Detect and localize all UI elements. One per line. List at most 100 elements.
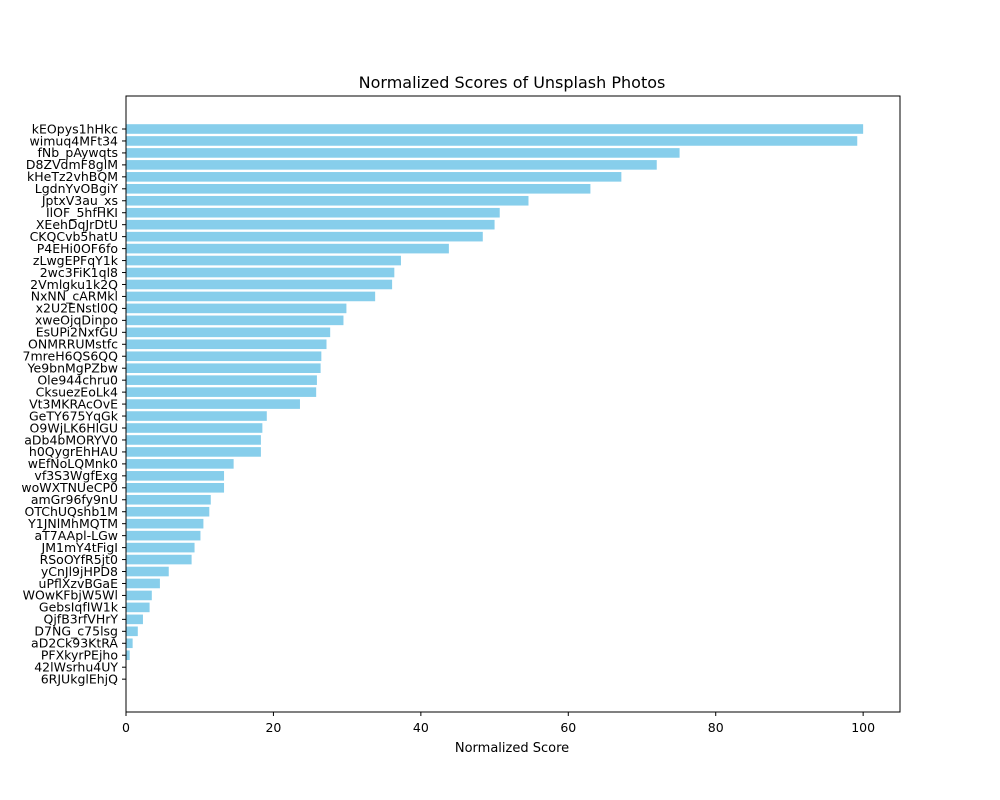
bar-Y1JNlMhMQTM <box>126 518 204 529</box>
y-tick-label: IlOF_5hfHKI <box>46 205 118 220</box>
bar-kEOpys1hHkc <box>126 124 864 134</box>
bar-Ye9bnMgPZbw <box>126 363 321 373</box>
bar-aDb4bMORYV0 <box>126 435 261 445</box>
y-tick-label: NxNN_cARMkl <box>31 289 118 304</box>
y-tick-label: QjfB3rfVHrY <box>43 612 118 627</box>
y-tick-label: O9WjLK6HlGU <box>30 420 118 435</box>
bar-vf3S3WgfExg <box>126 471 225 481</box>
bar-CKQCvb5hatU <box>126 231 483 242</box>
y-tick-label: Vt3MKRAcOvE <box>29 396 118 411</box>
x-tick-label: 20 <box>265 720 281 735</box>
y-tick-label: XEehDqJrDtU <box>36 217 118 232</box>
y-tick-label: 2Vmlgku1k2Q <box>30 277 118 292</box>
bar-xweOjqDinpo <box>126 315 344 326</box>
y-tick-label: uPflXzvBGaE <box>39 576 119 591</box>
bar-JptxV3au_xs <box>126 195 529 206</box>
bars-layer <box>126 124 864 661</box>
y-tick-label: EsUPi2NxfGU <box>36 325 118 340</box>
x-axis-ticks: 0 20 40 60 80 100 <box>122 712 875 735</box>
y-tick-label: wimuq4MFt34 <box>30 133 119 148</box>
bar-x2U2ENstl0Q <box>126 303 347 314</box>
y-tick-label: h0QygrEhHAU <box>29 444 118 459</box>
bar-amGr96fy9nU <box>126 494 211 505</box>
x-tick-label: 80 <box>708 720 724 735</box>
y-tick-label: D8ZVdmF8glM <box>26 157 118 172</box>
y-tick-label: Y1JNlMhMQTM <box>27 516 118 531</box>
bar-D7NG_c75lsg <box>126 626 138 637</box>
y-tick-label: Ole944chru0 <box>37 372 118 387</box>
bar-wEfNoLQMnk0 <box>126 459 234 469</box>
y-tick-label: aT7AApl-LGw <box>35 528 119 543</box>
bar-D8ZVdmF8glM <box>126 160 657 170</box>
y-tick-label: zLwgEPFqY1k <box>33 253 119 268</box>
y-axis-ticks: kEOpys1hHkcwimuq4MFt34fNb_pAywqtsD8ZVdmF… <box>21 121 126 686</box>
bar-h0QygrEhHAU <box>126 447 261 457</box>
bar-aT7AApl-LGw <box>126 530 201 541</box>
y-tick-label: CKQCvb5hatU <box>30 229 118 244</box>
chart-title: Normalized Scores of Unsplash Photos <box>359 73 666 92</box>
x-tick-label: 40 <box>413 720 429 735</box>
bar-GeTY675YqGk <box>126 411 267 421</box>
bar-zLwgEPFqY1k <box>126 255 401 266</box>
y-tick-label: 42lWsrhu4UY <box>34 660 118 675</box>
y-tick-label: WOwKFbjW5Wl <box>23 588 118 603</box>
y-tick-label: CksuezEoLk4 <box>36 384 118 399</box>
bar-7mreH6QS6QQ <box>126 351 322 362</box>
bar-EsUPi2NxfGU <box>126 327 331 338</box>
plot-frame <box>125 95 901 713</box>
bar-NxNN_cARMkl <box>126 291 376 302</box>
y-tick-label: 2wc3FiK1ql8 <box>40 265 118 280</box>
y-tick-label: xweOjqDinpo <box>35 313 118 328</box>
x-tick-label: 60 <box>560 720 576 735</box>
bar-PFXkyrPEjho <box>126 650 130 661</box>
bar-kHeTz2vhBQM <box>126 172 622 182</box>
bar-yCnJl9jHPD8 <box>126 566 169 577</box>
y-tick-label: JM1mY4tFigI <box>41 540 118 555</box>
y-tick-label: ONMRRUMstfc <box>28 337 118 352</box>
y-tick-label: P4EHi0OF6fo <box>37 241 118 256</box>
x-tick-label: 0 <box>122 720 130 735</box>
bar-QjfB3rfVHrY <box>126 614 143 625</box>
bar-ONMRRUMstfc <box>126 339 327 350</box>
y-tick-label: Ye9bnMgPZbw <box>27 361 118 376</box>
y-tick-label: LgdnYvOBgiY <box>35 181 119 196</box>
bar-uPflXzvBGaE <box>126 578 160 589</box>
bar-CksuezEoLk4 <box>126 387 317 397</box>
bar-IlOF_5hfHKI <box>126 207 500 218</box>
y-tick-label: x2U2ENstl0Q <box>36 301 119 316</box>
y-tick-label: OTChUQshb1M <box>25 504 119 519</box>
bar-RSoOYfR5jt0 <box>126 554 192 565</box>
bar-O9WjLK6HlGU <box>126 423 263 433</box>
bar-OTChUQshb1M <box>126 506 210 517</box>
x-tick-label: 100 <box>851 720 875 735</box>
y-tick-label: GeTY675YqGk <box>29 408 119 423</box>
bar-woWXTNUeCP0 <box>126 483 225 493</box>
bar-2wc3FiK1ql8 <box>126 267 395 278</box>
bar-fNb_pAywqts <box>126 148 680 158</box>
y-tick-label: wEfNoLQMnk0 <box>28 456 118 471</box>
y-tick-label: yCnJl9jHPD8 <box>41 564 118 579</box>
y-tick-label: JptxV3au_xs <box>41 193 118 208</box>
bar-WOwKFbjW5Wl <box>126 590 152 601</box>
y-tick-label: kHeTz2vhBQM <box>27 169 118 184</box>
bar-JM1mY4tFigI <box>126 542 195 553</box>
bar-Vt3MKRAcOvE <box>126 399 300 409</box>
bar-XEehDqJrDtU <box>126 219 495 230</box>
y-tick-label: 7mreH6QS6QQ <box>23 349 119 364</box>
y-tick-label: kEOpys1hHkc <box>32 121 118 136</box>
y-tick-label: aD2Ck93KtRA <box>31 636 118 651</box>
y-tick-label: 6RJUkglEhjQ <box>41 671 118 686</box>
y-tick-label: D7NG_c75lsg <box>34 624 118 639</box>
bar-P4EHi0OF6fo <box>126 243 449 254</box>
y-tick-label: RSoOYfR5jt0 <box>40 552 118 567</box>
bar-aD2Ck93KtRA <box>126 638 133 649</box>
bar-Ole944chru0 <box>126 375 317 385</box>
bar-2Vmlgku1k2Q <box>126 279 393 290</box>
bar-GebsIqfIW1k <box>126 602 150 613</box>
y-tick-label: amGr96fy9nU <box>31 492 118 507</box>
x-axis-label: Normalized Score <box>455 741 569 756</box>
bar-wimuq4MFt34 <box>126 136 858 146</box>
y-tick-label: fNb_pAywqts <box>37 145 118 160</box>
bar-LgdnYvOBgiY <box>126 184 591 194</box>
